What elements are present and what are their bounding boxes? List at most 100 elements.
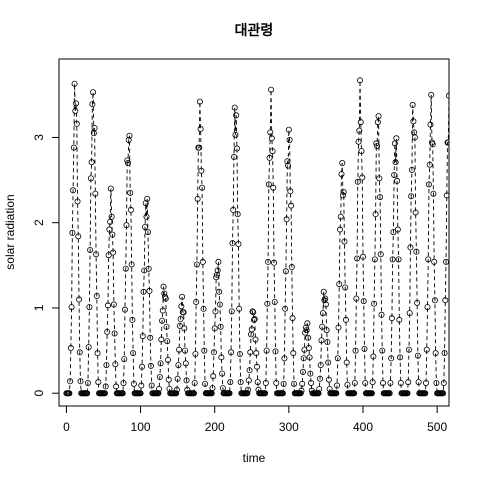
data-point <box>306 354 313 361</box>
data-point <box>412 209 419 216</box>
data-point <box>236 350 243 357</box>
data-point <box>427 121 434 128</box>
data-point <box>123 222 130 229</box>
data-point <box>75 233 82 240</box>
data-point <box>378 311 385 318</box>
data-point <box>362 379 369 386</box>
data-point <box>441 350 448 357</box>
data-point <box>279 390 286 397</box>
data-point <box>210 373 217 380</box>
data-point <box>430 190 437 197</box>
data-point <box>120 379 127 386</box>
data-point <box>110 301 117 308</box>
data-point <box>129 316 136 323</box>
data-point <box>180 309 187 316</box>
data-point <box>76 349 83 356</box>
data-point <box>200 305 207 312</box>
data-point <box>109 231 116 238</box>
data-point <box>199 258 206 265</box>
data-point <box>227 379 234 386</box>
data-point <box>142 200 149 207</box>
data-point <box>440 379 447 386</box>
data-point <box>339 160 346 167</box>
x-tick-label: 300 <box>279 420 299 434</box>
data-point <box>253 363 260 370</box>
data-point <box>379 347 386 354</box>
data-point <box>286 136 293 143</box>
data-point <box>280 380 287 387</box>
data-point <box>299 368 306 375</box>
data-point <box>287 188 294 195</box>
data-point <box>393 135 400 142</box>
data-point <box>429 141 436 148</box>
data-point <box>176 322 183 329</box>
data-point <box>288 202 295 209</box>
data-point <box>130 350 137 357</box>
data-point <box>105 252 112 259</box>
data-point <box>192 350 199 357</box>
data-point <box>355 138 362 145</box>
data-point <box>104 302 111 309</box>
data-point <box>428 91 435 98</box>
data-point <box>107 185 114 192</box>
data-point <box>228 349 235 356</box>
data-point <box>324 339 331 346</box>
data-point <box>443 258 449 265</box>
data-point <box>397 379 404 386</box>
data-point <box>376 175 383 182</box>
data-point <box>396 316 403 323</box>
series-line <box>66 80 449 394</box>
data-point <box>394 226 401 233</box>
data-point <box>264 300 271 307</box>
data-point <box>93 251 100 258</box>
data-point <box>247 349 254 356</box>
data-point <box>252 336 259 343</box>
data-point <box>397 354 404 361</box>
data-point <box>191 379 198 386</box>
data-point <box>325 376 332 383</box>
data-point <box>181 325 188 332</box>
data-point <box>182 347 189 354</box>
data-point <box>291 380 298 387</box>
data-point <box>341 238 348 245</box>
data-point <box>272 348 279 355</box>
x-axis: 0 100 200 300 400 500 <box>63 405 447 434</box>
data-point <box>226 390 233 397</box>
data-point <box>377 251 384 258</box>
data-point <box>316 385 323 392</box>
y-tick-label: 2 <box>32 219 46 226</box>
data-point <box>359 253 366 260</box>
data-point <box>86 304 93 311</box>
data-point <box>409 102 416 109</box>
data-point <box>144 195 151 202</box>
data-point <box>357 77 364 84</box>
data-point <box>423 346 430 353</box>
data-point <box>342 284 349 291</box>
data-point <box>92 190 99 197</box>
data-point <box>217 323 224 330</box>
data-point <box>159 317 166 324</box>
data-point <box>406 310 413 317</box>
data-point <box>214 267 221 274</box>
data-point <box>202 380 209 387</box>
data-point <box>339 192 346 199</box>
data-point <box>233 112 240 119</box>
data-point <box>70 187 77 194</box>
data-point <box>198 167 205 174</box>
data-point <box>337 213 344 220</box>
data-point <box>374 119 381 126</box>
data-point <box>245 377 252 384</box>
data-point <box>322 295 329 302</box>
data-point <box>422 390 429 397</box>
data-point <box>157 360 164 367</box>
data-point <box>178 303 185 310</box>
data-point <box>176 346 183 353</box>
data-point <box>425 181 432 188</box>
data-point <box>411 134 418 141</box>
data-point <box>305 334 312 341</box>
data-point <box>248 326 255 333</box>
data-point <box>230 154 237 161</box>
data-point <box>281 355 288 362</box>
data-point <box>103 362 110 369</box>
data-point <box>370 353 377 360</box>
